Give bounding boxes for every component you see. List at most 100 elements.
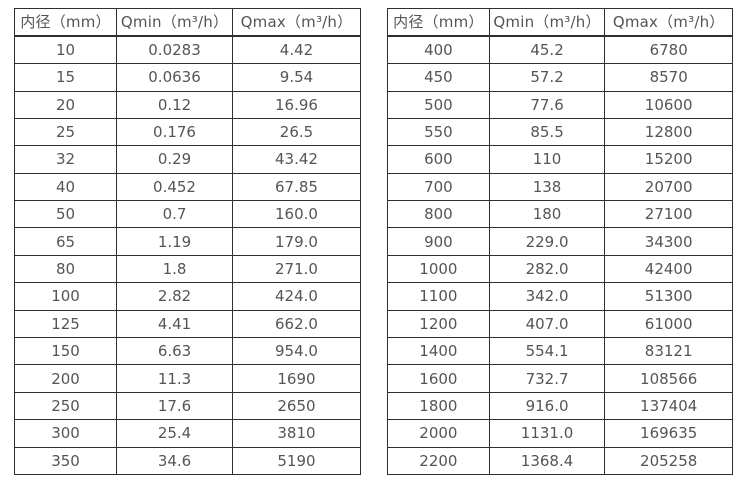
table-cell: 1400 xyxy=(387,337,490,366)
table-row: 500 77.6 10600 xyxy=(387,90,733,119)
table-cell: 20 xyxy=(13,90,118,119)
table-cell: 0.7 xyxy=(116,200,233,229)
col-header-inner-diameter: 内径（mm） xyxy=(13,8,118,37)
table-cell: 61000 xyxy=(604,309,733,339)
table-cell: 40 xyxy=(13,172,118,202)
table-row: 2200 1368.4 205258 xyxy=(387,446,733,476)
table-row: 10 0.0283 4.42 xyxy=(13,34,362,65)
table-cell: 137404 xyxy=(604,391,733,421)
table-row: 32 0.29 43.42 xyxy=(13,145,362,174)
table-cell: 77.6 xyxy=(488,90,606,119)
table-cell: 1600 xyxy=(387,364,490,393)
table-row: 550 85.5 12800 xyxy=(387,117,733,147)
table-cell: 169635 xyxy=(604,419,733,448)
table-row: 100 2.82 424.0 xyxy=(13,282,362,311)
table-cell: 600 xyxy=(387,145,490,174)
table-cell: 34.6 xyxy=(116,446,233,476)
table-cell: 0.29 xyxy=(116,145,233,174)
table-cell: 100 xyxy=(13,282,118,311)
table-cell: 1.8 xyxy=(116,254,233,284)
table-row: 15 0.0636 9.54 xyxy=(13,63,362,92)
table-cell: 271.0 xyxy=(231,254,362,284)
table-cell: 10600 xyxy=(604,90,733,119)
table-row: 125 4.41 662.0 xyxy=(13,309,362,339)
table-cell: 2650 xyxy=(231,391,362,421)
table-cell: 15 xyxy=(13,63,118,92)
table-cell: 6.63 xyxy=(116,337,233,366)
table-cell: 12800 xyxy=(604,117,733,147)
table-row: 700 138 20700 xyxy=(387,172,733,202)
table-cell: 205258 xyxy=(604,446,733,476)
table-cell: 27100 xyxy=(604,200,733,229)
flow-spec-table-large-diameters: 内径（mm） Qmin（m³/h） Qmax（m³/h） 400 45.2 6780… xyxy=(387,8,733,476)
table-cell: 500 xyxy=(387,90,490,119)
table-cell: 11.3 xyxy=(116,364,233,393)
table-cell: 450 xyxy=(387,63,490,92)
table-row: 300 25.4 3810 xyxy=(13,419,362,448)
table-cell: 1690 xyxy=(231,364,362,393)
header-row: 内径（mm） Qmin（m³/h） Qmax（m³/h） xyxy=(387,8,733,37)
table-cell: 424.0 xyxy=(231,282,362,311)
table-cell: 34300 xyxy=(604,227,733,256)
table-cell: 20700 xyxy=(604,172,733,202)
table-row: 800 180 27100 xyxy=(387,200,733,229)
table-cell: 180 xyxy=(488,200,606,229)
table-cell: 125 xyxy=(13,309,118,339)
table-row: 1000 282.0 42400 xyxy=(387,254,733,284)
table-cell: 1.19 xyxy=(116,227,233,256)
table-row: 450 57.2 8570 xyxy=(387,63,733,92)
col-header-qmax: Qmax（m³/h） xyxy=(231,8,362,37)
table-cell: 9.54 xyxy=(231,63,362,92)
table-cell: 160.0 xyxy=(231,200,362,229)
table-cell: 26.5 xyxy=(231,117,362,147)
table-row: 200 11.3 1690 xyxy=(13,364,362,393)
col-header-qmin: Qmin（m³/h） xyxy=(488,8,606,37)
table-cell: 350 xyxy=(13,446,118,476)
table-cell: 25 xyxy=(13,117,118,147)
table-cell: 550 xyxy=(387,117,490,147)
table-row: 20 0.12 16.96 xyxy=(13,90,362,119)
table-cell: 8570 xyxy=(604,63,733,92)
table-cell: 1100 xyxy=(387,282,490,311)
table-row: 1200 407.0 61000 xyxy=(387,309,733,339)
table-cell: 1200 xyxy=(387,309,490,339)
table-row: 150 6.63 954.0 xyxy=(13,337,362,366)
table-body: 400 45.2 6780 450 57.2 8570 500 77.6 10600 550 85.… xyxy=(387,34,733,476)
table-cell: 85.5 xyxy=(488,117,606,147)
table-body: 10 0.0283 4.42 15 0.0636 9.54 20 0.12 16.96 25 0.1… xyxy=(13,34,362,476)
table-cell: 65 xyxy=(13,227,118,256)
header-row: 内径（mm） Qmin（m³/h） Qmax（m³/h） xyxy=(13,8,362,37)
table-cell: 57.2 xyxy=(488,63,606,92)
table-cell: 4.41 xyxy=(116,309,233,339)
table-row: 65 1.19 179.0 xyxy=(13,227,362,256)
table-cell: 0.12 xyxy=(116,90,233,119)
table-cell: 0.0636 xyxy=(116,63,233,92)
table-cell: 1000 xyxy=(387,254,490,284)
table-cell: 80 xyxy=(13,254,118,284)
table-cell: 229.0 xyxy=(488,227,606,256)
table-cell: 2000 xyxy=(387,419,490,448)
col-header-qmax: Qmax（m³/h） xyxy=(604,8,733,37)
table-cell: 179.0 xyxy=(231,227,362,256)
table-cell: 1800 xyxy=(387,391,490,421)
table-row: 1400 554.1 83121 xyxy=(387,337,733,366)
table-cell: 17.6 xyxy=(116,391,233,421)
table-cell: 300 xyxy=(13,419,118,448)
table-row: 2000 1131.0 169635 xyxy=(387,419,733,448)
table-row: 25 0.176 26.5 xyxy=(13,117,362,147)
table-cell: 400 xyxy=(387,34,490,65)
table-cell: 250 xyxy=(13,391,118,421)
table-row: 1600 732.7 108566 xyxy=(387,364,733,393)
table-cell: 50 xyxy=(13,200,118,229)
table-cell: 4.42 xyxy=(231,34,362,65)
flow-spec-table-small-diameters: 内径（mm） Qmin（m³/h） Qmax（m³/h） 10 0.0283 4.4… xyxy=(13,8,362,476)
table-cell: 0.0283 xyxy=(116,34,233,65)
table-cell: 0.176 xyxy=(116,117,233,147)
table-cell: 45.2 xyxy=(488,34,606,65)
table-row: 1800 916.0 137404 xyxy=(387,391,733,421)
table-cell: 554.1 xyxy=(488,337,606,366)
table-row: 600 110 15200 xyxy=(387,145,733,174)
table-cell: 954.0 xyxy=(231,337,362,366)
table-cell: 32 xyxy=(13,145,118,174)
table-cell: 83121 xyxy=(604,337,733,366)
